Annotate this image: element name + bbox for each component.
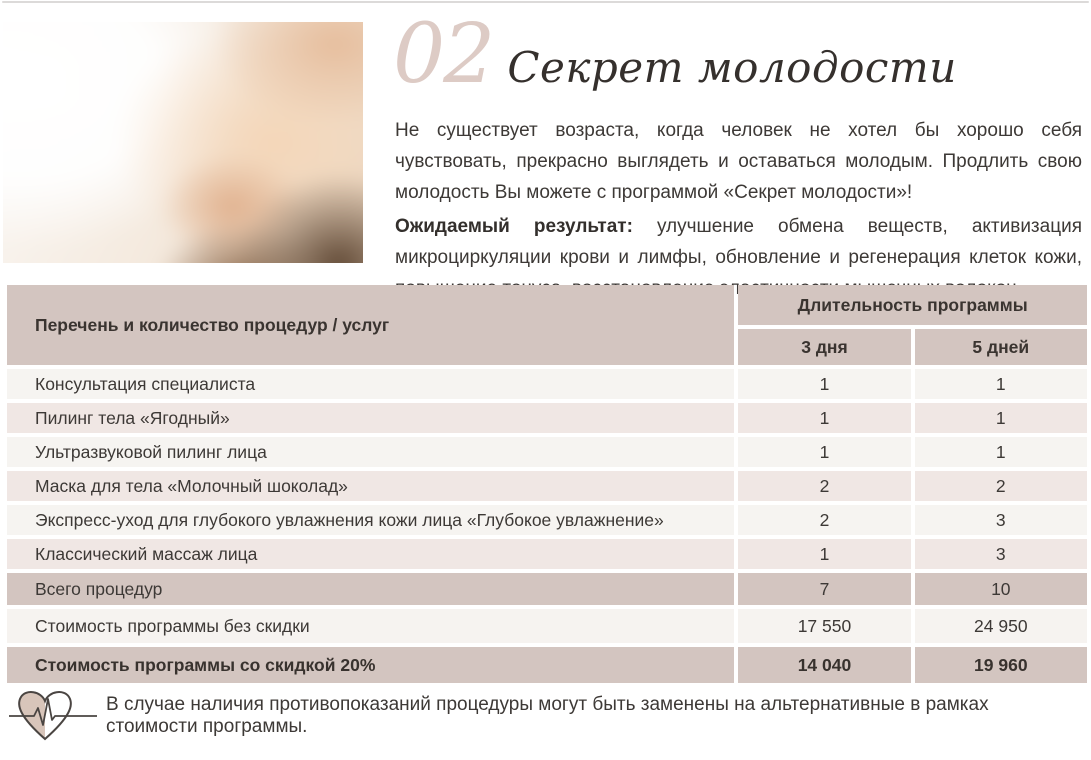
total-label: Всего процедур xyxy=(7,573,735,605)
count-5days: 3 xyxy=(914,505,1087,535)
header-services: Перечень и количество процедур / услуг xyxy=(7,285,735,365)
table-row: Маска для тела «Молочный шоколад» 2 2 xyxy=(7,471,1087,501)
service-name: Маска для тела «Молочный шоколад» xyxy=(7,471,735,501)
header-3days: 3 дня xyxy=(738,329,911,365)
count-5days: 3 xyxy=(914,539,1087,569)
facial-massage-photo xyxy=(3,22,363,263)
count-3days: 1 xyxy=(738,369,911,399)
discount-label: Стоимость программы со скидкой 20% xyxy=(7,647,735,683)
header-duration: Длительность программы xyxy=(738,285,1087,325)
price-3days: 17 550 xyxy=(738,609,911,643)
table-row: Экспресс-уход для глубокого увлажнения к… xyxy=(7,505,1087,535)
photo-artwork xyxy=(3,22,363,263)
footer-note: В случае наличия противопоказаний процед… xyxy=(8,686,1083,746)
count-5days: 2 xyxy=(914,471,1087,501)
service-name: Пилинг тела «Ягодный» xyxy=(7,403,735,433)
price-row: Стоимость программы без скидки 17 550 24… xyxy=(7,609,1087,643)
intro-paragraph: Не существует возраста, когда человек не… xyxy=(395,120,1082,203)
total-3days: 7 xyxy=(738,573,911,605)
table-row: Ультразвуковой пилинг лица 1 1 xyxy=(7,437,1087,467)
discount-5days: 19 960 xyxy=(914,647,1087,683)
service-name: Экспресс-уход для глубокого увлажнения к… xyxy=(7,505,735,535)
page-title: Секрет молодости xyxy=(507,43,957,92)
count-5days: 1 xyxy=(914,403,1087,433)
section-number: 02 xyxy=(393,7,495,102)
footer-note-text: В случае наличия противопоказаний процед… xyxy=(106,694,989,737)
count-3days: 2 xyxy=(738,505,911,535)
table-row: Консультация специалиста 1 1 xyxy=(7,369,1087,399)
price-5days: 24 950 xyxy=(914,609,1087,643)
service-name: Консультация специалиста xyxy=(7,369,735,399)
count-5days: 1 xyxy=(914,437,1087,467)
discount-price-row: Стоимость программы со скидкой 20% 14 04… xyxy=(7,647,1087,683)
service-name: Классический массаж лица xyxy=(7,539,735,569)
program-table: Перечень и количество процедур / услуг Д… xyxy=(3,281,1091,687)
total-procedures-row: Всего процедур 7 10 xyxy=(7,573,1087,605)
count-3days: 1 xyxy=(738,539,911,569)
count-3days: 1 xyxy=(738,403,911,433)
top-divider xyxy=(2,1,1089,3)
total-5days: 10 xyxy=(914,573,1087,605)
price-label: Стоимость программы без скидки xyxy=(7,609,735,643)
count-3days: 2 xyxy=(738,471,911,501)
table-row: Пилинг тела «Ягодный» 1 1 xyxy=(7,403,1087,433)
discount-3days: 14 040 xyxy=(738,647,911,683)
program-table-container: Перечень и количество процедур / услуг Д… xyxy=(3,281,1091,687)
service-name: Ультразвуковой пилинг лица xyxy=(7,437,735,467)
header-5days: 5 дней xyxy=(914,329,1087,365)
count-3days: 1 xyxy=(738,437,911,467)
table-header-row-2: 3 дня 5 дней xyxy=(7,329,1087,365)
table-row: Классический массаж лица 1 3 xyxy=(7,539,1087,569)
section-heading: 02 Секрет молодости xyxy=(393,14,1083,96)
table-header-row-1: Перечень и количество процедур / услуг Д… xyxy=(7,285,1087,365)
count-5days: 1 xyxy=(914,369,1087,399)
heart-pulse-icon xyxy=(9,691,97,741)
expected-result-label: Ожидаемый результат: xyxy=(395,216,633,237)
